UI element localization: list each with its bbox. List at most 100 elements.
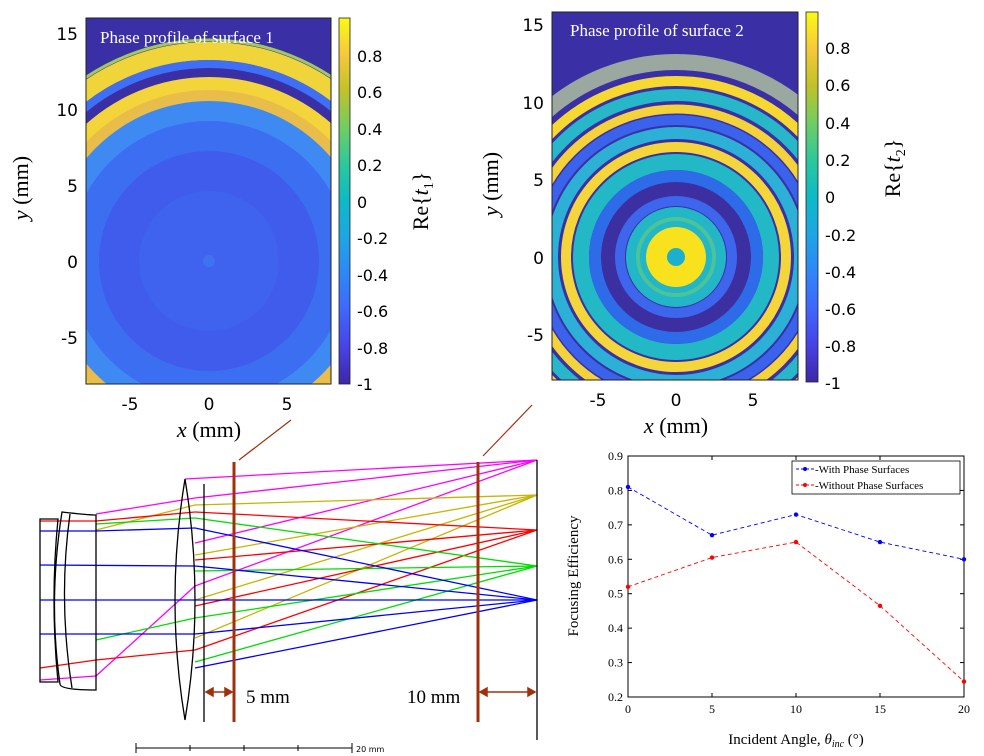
data-point bbox=[877, 603, 883, 608]
h1-cbtick: -0.8 bbox=[357, 339, 388, 358]
ray bbox=[194, 511, 538, 531]
h2-cbtick: 0.8 bbox=[825, 39, 850, 58]
y-tick-label: 0.9 bbox=[608, 449, 623, 463]
ray bbox=[39, 564, 196, 567]
arrowhead bbox=[204, 686, 214, 698]
ray bbox=[194, 494, 538, 601]
h1-cbtick: -0.2 bbox=[357, 229, 388, 248]
h2-ring-light bbox=[636, 217, 716, 297]
data-point bbox=[709, 532, 715, 538]
h1-cbtick: 0.6 bbox=[357, 83, 382, 102]
h2-ring-yellow-3 bbox=[561, 142, 791, 372]
ray bbox=[194, 599, 538, 635]
ray-bundle-red bbox=[39, 511, 538, 669]
label-5mm: 5 mm bbox=[246, 687, 290, 708]
data-point bbox=[625, 584, 631, 590]
h2-cbtick: -1 bbox=[825, 374, 841, 393]
h2-ring-cyan-outer bbox=[552, 89, 798, 380]
h1-ring-outer-yellow bbox=[86, 42, 331, 103]
h2-ring-cyan-3 bbox=[573, 154, 779, 360]
label-10mm: 10 mm bbox=[407, 687, 461, 708]
h2-ring-blue-4 bbox=[615, 196, 737, 318]
h1-ytick: 5 bbox=[67, 177, 78, 197]
line-chart-ylabel: Focusing Efficiency bbox=[566, 515, 582, 636]
heatmap-2-colorbar-label: Re{t2} bbox=[880, 139, 909, 198]
ray bbox=[194, 529, 538, 651]
h2-ytick: 0 bbox=[533, 249, 544, 269]
h2-cbtick: 0.6 bbox=[825, 76, 850, 95]
heatmap-1-colorbar-ticks: 0.8 0.6 0.4 0.2 0 -0.2 -0.4 -0.6 -0.8 -1 bbox=[357, 47, 388, 394]
h1-ytick: 10 bbox=[56, 101, 78, 121]
h2-ring-yellow-2 bbox=[552, 104, 798, 380]
y-tick-label: 0.7 bbox=[608, 518, 623, 532]
scale-bar-label: 20 mm bbox=[356, 745, 385, 754]
data-point bbox=[877, 539, 883, 545]
h1-cbtick: 0.8 bbox=[357, 47, 382, 66]
heatmap-2-title: Phase profile of surface 2 bbox=[570, 21, 744, 40]
ray bbox=[95, 511, 196, 522]
heatmap-1-title: Phase profile of surface 1 bbox=[100, 28, 274, 47]
h1-cbtick: 0.4 bbox=[357, 120, 382, 139]
h2-ring-purple bbox=[601, 182, 751, 332]
h2-cbtick: -0.2 bbox=[825, 226, 856, 245]
data-point bbox=[793, 512, 799, 517]
h1-ring-outer-edge bbox=[86, 38, 331, 80]
heatmap-2-yticks: 15 10 5 0 -5 bbox=[522, 16, 544, 346]
h2-cbtick: 0.4 bbox=[825, 114, 850, 133]
y-tick-label: 0.8 bbox=[608, 483, 623, 497]
ray bbox=[194, 494, 538, 639]
heatmap-2-rings bbox=[552, 54, 798, 380]
legend-box bbox=[791, 460, 961, 495]
ray-bundle-blue bbox=[39, 527, 538, 669]
ray bbox=[39, 675, 97, 681]
efficiency-chart: 0 5 10 15 20 0.2 0.3 0.4 0.5 0.6 0.7 0.8 0.9 -With P… bbox=[566, 449, 970, 750]
x-tick-label: 0 bbox=[625, 702, 631, 716]
h1-cbtick: -0.6 bbox=[357, 302, 388, 321]
h1-cbtick: 0 bbox=[357, 193, 367, 212]
legend-label-with: -With Phase Surfaces bbox=[815, 464, 909, 476]
h2-ytick: 15 bbox=[522, 16, 544, 36]
x-tick-label: 20 bbox=[958, 702, 970, 716]
legend-label-without: -Without Phase Surfaces bbox=[815, 480, 923, 492]
connector-line-surface-2 bbox=[482, 404, 533, 457]
dimension-arrows bbox=[204, 686, 537, 698]
ray bbox=[95, 527, 196, 532]
heatmap-2-ylabel: y (mm) bbox=[478, 152, 503, 218]
scale-bar bbox=[135, 743, 353, 753]
line-chart-xlabel: Incident Angle, θinc (°) bbox=[728, 732, 864, 750]
ray bbox=[194, 565, 538, 619]
heatmap-1-rings bbox=[86, 38, 331, 384]
h1-xtick: -5 bbox=[122, 395, 139, 415]
y-tick-label: 0.4 bbox=[608, 621, 623, 635]
y-tick-label: 0.3 bbox=[608, 656, 623, 670]
x-tick-label: 5 bbox=[709, 702, 715, 716]
ray bbox=[194, 494, 538, 506]
h2-cbtick: 0 bbox=[825, 188, 835, 207]
heatmap-1-frame bbox=[85, 17, 332, 385]
data-point bbox=[961, 679, 967, 684]
lens-element-2-inner bbox=[63, 513, 73, 689]
ray bbox=[95, 517, 196, 525]
ray bbox=[194, 529, 538, 561]
heatmap-1-yticks: 15 10 5 0 -5 bbox=[56, 25, 78, 349]
heatmap-surface-1: Phase profile of surface 1 15 10 5 0 -5 … bbox=[8, 17, 437, 442]
x-tick-label: 10 bbox=[790, 702, 802, 716]
h2-xtick: 5 bbox=[748, 391, 759, 411]
h2-cbtick: -0.4 bbox=[825, 263, 856, 282]
ray bbox=[194, 565, 538, 663]
heatmap-2-xlabel: x (mm) bbox=[643, 413, 708, 438]
h1-cbtick: -1 bbox=[357, 375, 373, 394]
h2-ytick: 5 bbox=[533, 171, 544, 191]
ray bbox=[95, 617, 196, 641]
ray bbox=[194, 459, 538, 544]
ray bbox=[194, 494, 538, 556]
heatmap-1-xticks: -5 0 5 bbox=[122, 395, 293, 415]
legend: -With Phase Surfaces -Without Phase Surf… bbox=[791, 460, 961, 495]
ray bbox=[194, 527, 538, 601]
heatmap-1-xlabel: x (mm) bbox=[176, 417, 241, 442]
ray-bundles bbox=[39, 459, 538, 681]
data-point bbox=[625, 484, 631, 490]
h2-ring-blue-3 bbox=[589, 170, 763, 344]
h1-ytick: 0 bbox=[67, 253, 78, 273]
